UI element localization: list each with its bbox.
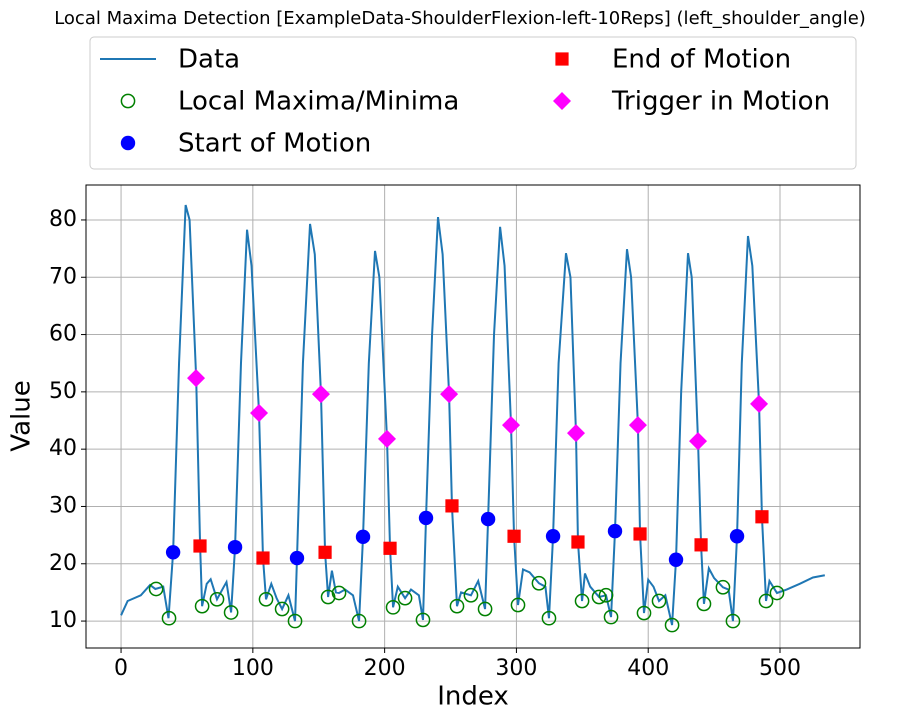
x-tick-label: 100: [232, 656, 274, 681]
trigger-point: [502, 416, 521, 435]
y-tick-label: 50: [49, 379, 77, 404]
extremum-point: [415, 612, 431, 628]
end-point: [383, 541, 397, 555]
y-axis-label: Value: [7, 380, 37, 451]
end-point: [694, 538, 708, 552]
legend-label: Local Maxima/Minima: [178, 87, 459, 117]
end-point: [318, 545, 332, 559]
end-point: [193, 539, 207, 553]
x-tick-label: 200: [364, 656, 406, 681]
extremum-point: [715, 579, 731, 595]
extremum-point: [531, 575, 547, 591]
extremum-point: [194, 598, 210, 614]
x-tick-label: 500: [759, 656, 801, 681]
extremum-point: [385, 599, 401, 615]
trigger-point: [187, 369, 206, 388]
end-point: [571, 535, 585, 549]
extremum-point: [258, 591, 274, 607]
y-tick-label: 10: [49, 608, 77, 633]
start-point: [289, 550, 305, 566]
end-point: [555, 52, 569, 66]
trigger-point: [553, 92, 571, 110]
trigger-point: [750, 394, 769, 413]
start-point: [668, 552, 684, 567]
extremum-point: [603, 609, 619, 625]
y-tick-label: 60: [49, 322, 77, 347]
extremum-point: [209, 591, 225, 607]
y-tick-label: 70: [49, 264, 77, 289]
extremum-point: [725, 613, 741, 629]
extremum-point: [331, 585, 347, 601]
start-point: [418, 510, 434, 526]
extremum-point: [636, 605, 652, 621]
extremum-point: [148, 581, 164, 597]
extremum-point: [351, 613, 367, 629]
trigger-point: [440, 385, 459, 404]
start-point: [480, 511, 496, 527]
extremum-point: [397, 590, 413, 606]
start-point: [607, 523, 623, 539]
end-point: [507, 529, 521, 543]
extremum-point: [541, 610, 557, 626]
y-tick-label: 80: [49, 207, 77, 232]
extremum-point: [574, 593, 590, 609]
x-tick-label: 0: [114, 656, 128, 681]
start-point: [545, 529, 561, 544]
extremum-point: [274, 601, 290, 617]
extremum-point: [287, 613, 303, 629]
extremum-point: [598, 587, 614, 603]
extremum-point: [510, 597, 526, 613]
x-axis-label: Index: [437, 682, 509, 712]
start-point: [165, 545, 181, 560]
extremum-point: [449, 598, 465, 614]
legend-label: Trigger in Motion: [611, 87, 830, 117]
legend-label: End of Motion: [612, 45, 791, 75]
trigger-point: [311, 385, 330, 404]
trigger-point: [250, 404, 269, 423]
end-point: [256, 551, 270, 565]
x-tick-label: 400: [627, 656, 669, 681]
start-point: [355, 529, 371, 545]
extremum-point: [161, 610, 177, 626]
chart-title: Local Maxima Detection [ExampleData-Shou…: [54, 8, 866, 29]
legend-label: Start of Motion: [178, 129, 371, 159]
trigger-point: [566, 424, 585, 443]
plot-frame: [85, 184, 861, 649]
trigger-point: [378, 429, 397, 448]
extremum-point: [769, 585, 785, 601]
end-point: [755, 510, 769, 524]
extremum-point: [591, 589, 607, 605]
extremum-point: [664, 617, 680, 633]
start-point: [729, 529, 745, 544]
extremum-point: [477, 601, 493, 617]
data-line: [120, 204, 826, 626]
start-point: [227, 539, 243, 555]
extremum-point: [120, 93, 136, 109]
extremum-point: [758, 593, 774, 609]
extremum-point: [223, 605, 239, 620]
trigger-point: [628, 416, 647, 435]
legend-box: [89, 36, 857, 170]
extremum-point: [651, 593, 667, 609]
extremum-point: [463, 587, 479, 603]
x-tick-label: 300: [495, 656, 537, 681]
legend-label: Data: [178, 45, 240, 75]
end-point: [633, 527, 647, 541]
end-point: [445, 499, 459, 513]
y-tick-label: 20: [49, 551, 77, 576]
y-tick-label: 40: [49, 436, 77, 461]
extremum-point: [696, 596, 712, 612]
trigger-point: [689, 432, 708, 451]
y-tick-label: 30: [49, 493, 77, 518]
start-point: [120, 135, 136, 151]
